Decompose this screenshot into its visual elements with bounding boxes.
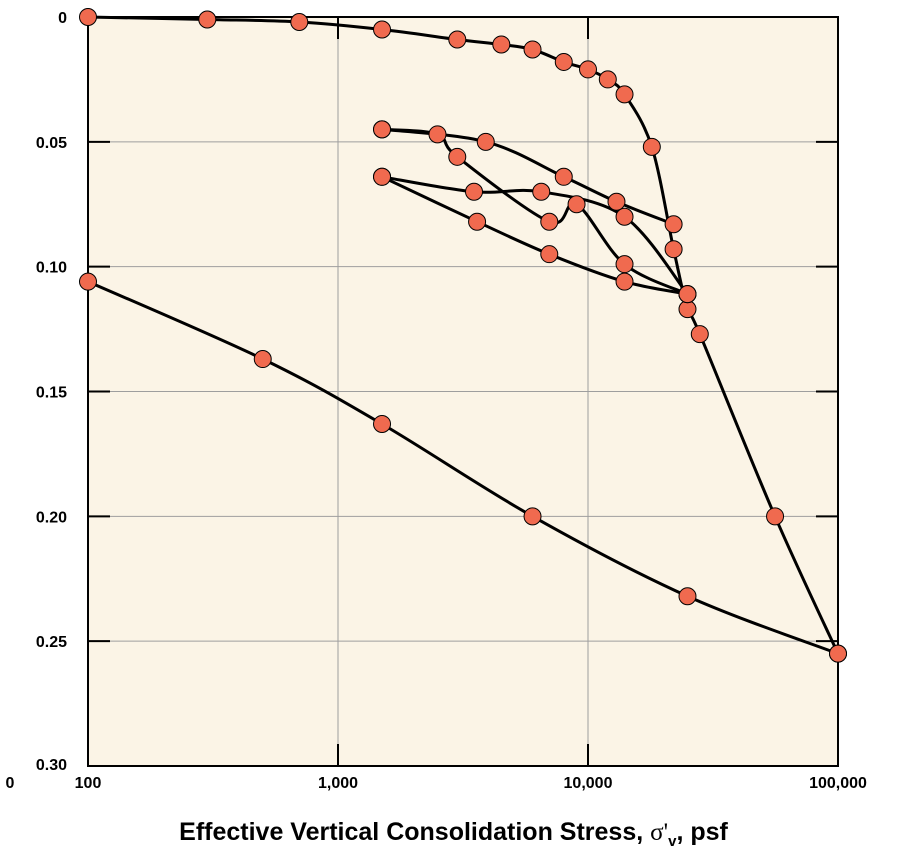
data-point bbox=[290, 12, 309, 31]
data-point bbox=[567, 195, 586, 214]
data-point bbox=[492, 35, 511, 54]
data-point bbox=[373, 167, 392, 186]
tick-marks bbox=[88, 17, 838, 766]
data-point bbox=[79, 272, 97, 291]
data-point bbox=[607, 192, 626, 211]
data-point bbox=[664, 215, 683, 234]
data-point bbox=[373, 20, 392, 39]
data-point bbox=[448, 30, 467, 49]
data-point bbox=[79, 8, 97, 26]
series-line bbox=[86, 280, 840, 656]
y-tick-label: 0.25 bbox=[36, 634, 67, 651]
data-point bbox=[198, 10, 217, 29]
x-axis-title-subscript: v bbox=[668, 833, 677, 850]
data-point bbox=[615, 207, 634, 226]
y-tick-label: 0.05 bbox=[36, 135, 67, 152]
data-point bbox=[615, 85, 634, 104]
data-point bbox=[554, 167, 573, 186]
x-axis-title-text: Effective Vertical Consolidation Stress, bbox=[179, 818, 651, 846]
y-tick-label: 0 bbox=[58, 10, 67, 27]
x-tick-label: 10,000 bbox=[564, 775, 613, 792]
data-point bbox=[540, 212, 559, 231]
y-tick-label: 0.15 bbox=[36, 385, 67, 402]
data-point bbox=[373, 120, 392, 139]
data-point bbox=[468, 212, 487, 231]
data-point bbox=[523, 507, 542, 526]
data-point bbox=[540, 245, 559, 264]
data-point bbox=[554, 52, 573, 71]
y-tick-label: 0.30 bbox=[36, 757, 67, 774]
data-points bbox=[79, 8, 847, 663]
data-point bbox=[523, 40, 542, 59]
data-point bbox=[428, 125, 447, 144]
grid-lines bbox=[88, 17, 838, 766]
consolidation-chart: 100 1,000 10,000 100,000 0 0 0.05 0.10 0.15 0.20… bbox=[6, 8, 867, 792]
x-origin-label: 0 bbox=[6, 775, 15, 792]
sigma-symbol: σ' bbox=[650, 819, 669, 846]
x-tick-label: 1,000 bbox=[318, 775, 358, 792]
data-point bbox=[253, 350, 272, 369]
x-tick-label: 100 bbox=[75, 775, 102, 792]
x-axis-title-unit: , psf bbox=[676, 818, 728, 846]
data-point bbox=[829, 644, 847, 663]
data-point bbox=[615, 255, 634, 274]
x-axis-title: Effective Vertical Consolidation Stress,… bbox=[0, 818, 907, 850]
y-tick-label: 0.10 bbox=[36, 260, 67, 277]
data-point bbox=[678, 285, 697, 304]
y-tick-labels: 0 0.05 0.10 0.15 0.20 0.25 0.30 bbox=[36, 10, 67, 774]
data-point bbox=[615, 272, 634, 291]
data-point bbox=[476, 132, 495, 151]
data-point bbox=[664, 240, 683, 259]
data-point bbox=[766, 507, 785, 526]
data-point bbox=[678, 587, 697, 606]
data-point bbox=[532, 182, 551, 201]
x-tick-labels: 100 1,000 10,000 100,000 0 bbox=[6, 775, 867, 792]
data-point bbox=[690, 325, 709, 344]
data-point bbox=[465, 182, 484, 201]
y-tick-label: 0.20 bbox=[36, 509, 67, 526]
data-point bbox=[579, 60, 597, 79]
x-tick-label: 100,000 bbox=[809, 775, 867, 792]
data-point bbox=[448, 147, 467, 166]
data-point bbox=[373, 414, 392, 433]
data-point bbox=[598, 70, 617, 89]
data-point bbox=[642, 137, 661, 156]
data-point bbox=[678, 300, 697, 319]
